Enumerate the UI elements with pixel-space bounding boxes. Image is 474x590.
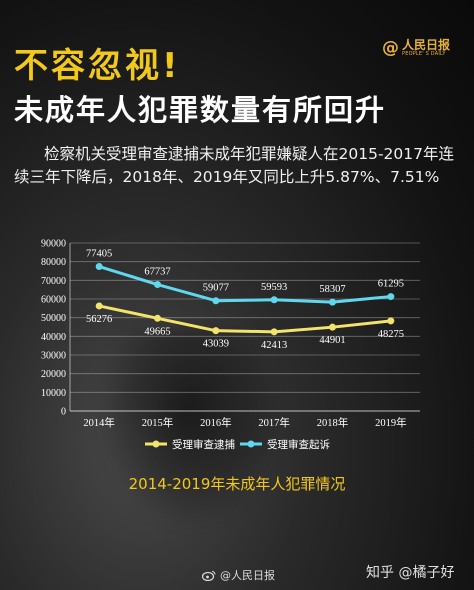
x-tick-label: 2017年 (258, 416, 290, 429)
y-tick-label: 90000 (41, 239, 66, 250)
data-label: 56276 (86, 314, 112, 325)
data-label: 44901 (319, 335, 345, 346)
y-tick-label: 40000 (41, 332, 66, 343)
background-hand-shadow (95, 330, 285, 530)
y-tick-label: 50000 (41, 313, 66, 324)
subheadline: 未成年人犯罪数量有所回升 (14, 93, 387, 127)
x-tick-label: 2018年 (317, 416, 349, 429)
series-line-1 (98, 304, 391, 334)
data-label: 42413 (261, 340, 287, 351)
y-tick-label: 20000 (41, 369, 66, 380)
y-tick-label: 30000 (41, 351, 66, 362)
chart-title: 2014-2019年未成年人犯罪情况 (128, 475, 346, 493)
logo-name: 人民日报 (402, 38, 451, 52)
weibo-source-text: @人民日报 (220, 569, 275, 582)
y-tick-label: 70000 (41, 276, 66, 287)
x-tick-label: 2015年 (142, 416, 174, 429)
data-label: 58307 (319, 284, 345, 295)
data-point (212, 297, 220, 305)
data-point (329, 298, 336, 306)
y-tick-label: 10000 (41, 388, 66, 399)
legend-label: 受理审查起诉 (267, 438, 330, 451)
data-point (270, 296, 278, 304)
zhihu-credit: 知乎 @橘子好 (366, 565, 455, 581)
legend-swatch-marker (247, 440, 255, 448)
x-tick-label: 2016年 (200, 416, 232, 429)
data-point (95, 302, 103, 310)
summary-text: 检察机关受理审查逮捕未成年犯罪嫌疑人在2015-2017年连续三年下降后，201… (14, 145, 454, 186)
series-line-2 (98, 265, 391, 304)
x-tick-label: 2019年 (375, 416, 407, 429)
x-tick-label: 2014年 (83, 416, 115, 429)
data-label: 59077 (203, 283, 229, 294)
data-point (387, 293, 395, 301)
data-label: 49665 (144, 326, 170, 337)
data-point (154, 314, 161, 322)
data-point (387, 317, 395, 325)
legend-swatch-marker (152, 440, 160, 448)
line-chart: 0 10000 20000 30000 40000 50000 60000 70000 8000… (41, 239, 407, 451)
y-tick-label: 80000 (41, 257, 66, 268)
data-label: 61295 (378, 279, 404, 290)
weibo-source: @人民日报 (202, 567, 275, 583)
data-point (270, 328, 278, 336)
data-point (212, 327, 220, 335)
y-tick-label: 0 (61, 407, 66, 418)
data-label: 67737 (144, 267, 170, 278)
at-icon: @ (382, 38, 399, 58)
data-label: 48275 (378, 329, 404, 340)
data-point (329, 323, 336, 331)
people-daily-logo: @ 人民日报 PEOPLE' S DAILY (382, 38, 450, 58)
y-tick-label: 60000 (41, 295, 66, 306)
data-point (95, 263, 103, 271)
headline: 不容忽视! (14, 46, 181, 86)
legend-label: 受理审查逮捕 (172, 438, 235, 451)
logo-english: PEOPLE' S DAILY (402, 51, 446, 57)
data-point (154, 281, 161, 289)
data-label: 43039 (203, 339, 229, 350)
data-label: 59593 (261, 282, 287, 293)
data-label: 77405 (86, 249, 112, 260)
weibo-icon (202, 570, 216, 581)
